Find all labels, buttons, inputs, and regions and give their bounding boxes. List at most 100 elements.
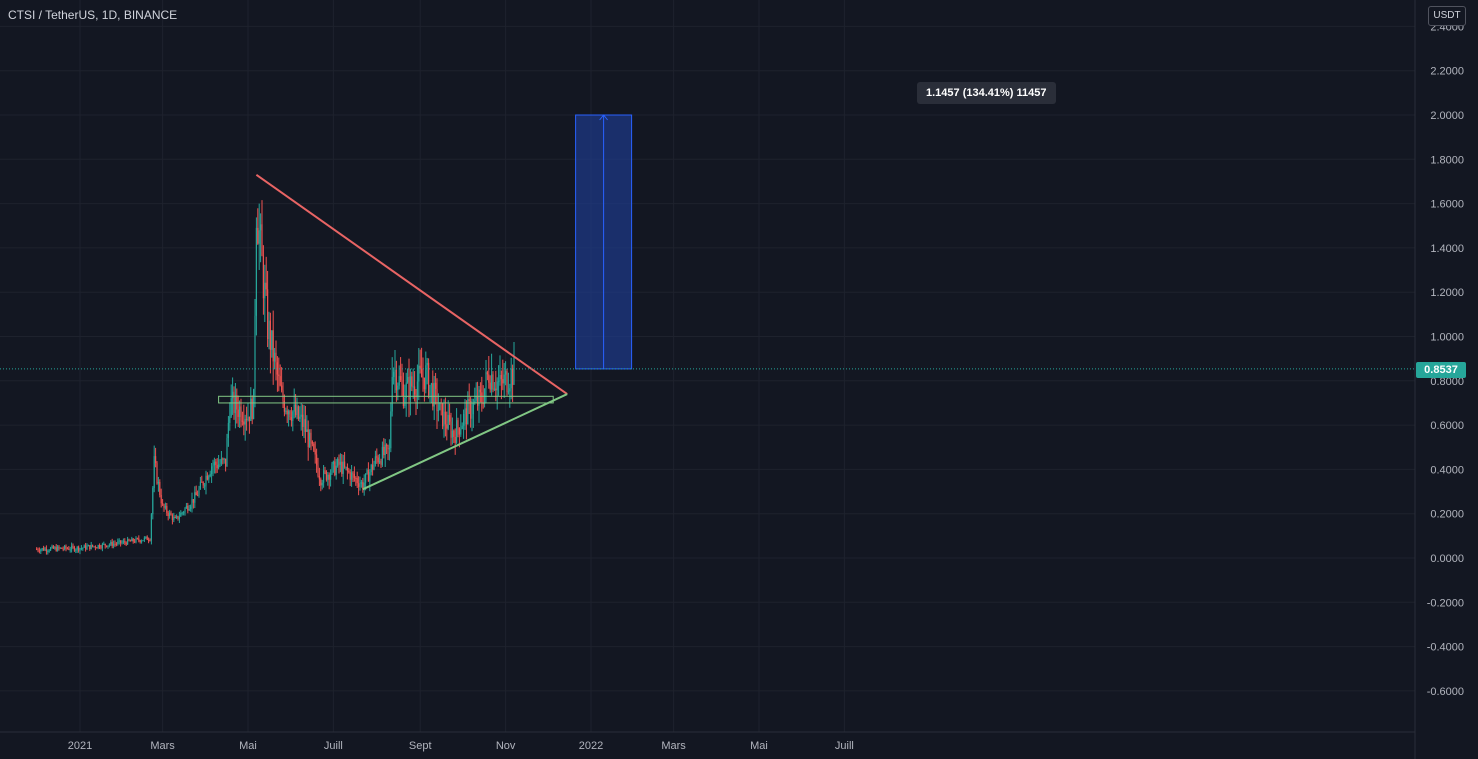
candle-body	[40, 549, 42, 552]
candle-body	[187, 505, 189, 511]
candle-body	[204, 485, 206, 487]
candle-body	[57, 546, 59, 551]
candle-body	[45, 548, 47, 552]
candle-body	[500, 374, 502, 380]
candle-body	[338, 459, 340, 465]
candle-body	[367, 470, 369, 482]
support-trendline	[362, 393, 568, 491]
candle-body	[44, 548, 46, 551]
candle-body	[184, 508, 186, 513]
candle-body	[76, 546, 78, 550]
candle-body	[125, 542, 127, 545]
candle-body	[78, 546, 80, 551]
candle-body	[324, 470, 326, 472]
candle-body	[220, 458, 222, 464]
candle-body	[253, 389, 255, 419]
candle-body	[422, 377, 424, 379]
candle-body	[491, 374, 493, 390]
candle-body	[295, 404, 297, 416]
candle-body	[317, 465, 319, 476]
candle-body	[113, 543, 115, 546]
candle-body	[230, 398, 232, 417]
candle-body	[433, 382, 435, 407]
candle-body	[163, 504, 165, 508]
candle-body	[150, 514, 152, 541]
candle-body	[190, 506, 192, 509]
candle-body	[323, 470, 325, 483]
price-tick-label: 0.0000	[1430, 553, 1464, 565]
candle-body	[240, 406, 242, 421]
candle-body	[141, 540, 143, 542]
candle-body	[167, 512, 169, 517]
candle-body	[394, 369, 396, 372]
candle-body	[290, 417, 292, 421]
candle-body	[276, 362, 278, 375]
candle-body	[198, 488, 200, 496]
candle-body	[64, 546, 66, 549]
candle-body	[366, 470, 368, 474]
candle-body	[442, 402, 444, 427]
candle-body	[348, 470, 350, 473]
candle-body	[51, 546, 53, 548]
price-tick-label: 0.2000	[1430, 509, 1464, 521]
candle-body	[222, 458, 224, 460]
candle-body	[282, 390, 284, 402]
candle-body	[464, 408, 466, 414]
candle-body	[404, 398, 406, 406]
candle-body	[313, 443, 315, 451]
candle-body	[374, 456, 376, 464]
candle-body	[100, 547, 102, 549]
candle-body	[251, 398, 253, 419]
candle-body	[509, 388, 511, 392]
symbol-title[interactable]: CTSI / TetherUS, 1D, BINANCE	[8, 8, 178, 22]
time-tick-label: Mai	[750, 740, 768, 752]
time-tick-label: 2022	[579, 740, 603, 752]
candle-body	[111, 541, 113, 546]
candle-body	[202, 482, 204, 486]
candle-body	[426, 362, 428, 366]
candle-body	[121, 542, 123, 544]
candle-body	[43, 548, 45, 551]
candle-body	[405, 382, 407, 399]
candle-body	[331, 464, 333, 474]
candle-body	[233, 391, 235, 413]
candle-body	[309, 432, 311, 448]
candle-body	[117, 541, 119, 544]
candle-body	[89, 545, 91, 550]
price-tick-label: -0.2000	[1427, 597, 1464, 609]
candle-body	[80, 548, 82, 550]
candle-body	[160, 494, 162, 504]
time-axis[interactable]: 2021 Mars Mai Juill Sept Nov 2022 Mars Mai Juill	[68, 740, 854, 752]
candle-body	[292, 411, 294, 421]
candle-body	[114, 543, 116, 545]
candle-body	[439, 402, 441, 411]
candle-body	[492, 374, 494, 390]
candle-body	[351, 472, 353, 480]
candles	[36, 200, 515, 555]
candle-body	[419, 365, 421, 369]
candle-body	[131, 538, 133, 542]
candle-body	[254, 315, 256, 390]
candle-body	[377, 457, 379, 463]
time-tick-label: Sept	[409, 740, 432, 752]
candle-body	[101, 543, 103, 548]
candle-body	[363, 482, 365, 490]
candle-body	[299, 416, 301, 419]
candle-body	[106, 545, 108, 547]
candle-body	[262, 255, 264, 299]
candle-body	[454, 436, 456, 443]
candle-body	[321, 482, 323, 486]
candle-body	[379, 461, 381, 463]
candle-body	[255, 227, 257, 316]
candle-body	[486, 372, 488, 375]
candle-body	[437, 410, 439, 412]
candle-body	[479, 389, 481, 393]
candle-body	[444, 411, 446, 425]
currency-badge[interactable]: USDT	[1428, 6, 1466, 26]
candle-body	[265, 282, 267, 290]
candle-body	[314, 450, 316, 455]
candle-body	[94, 546, 96, 548]
drawings[interactable]	[0, 114, 1415, 491]
time-tick-label: 2021	[68, 740, 92, 752]
